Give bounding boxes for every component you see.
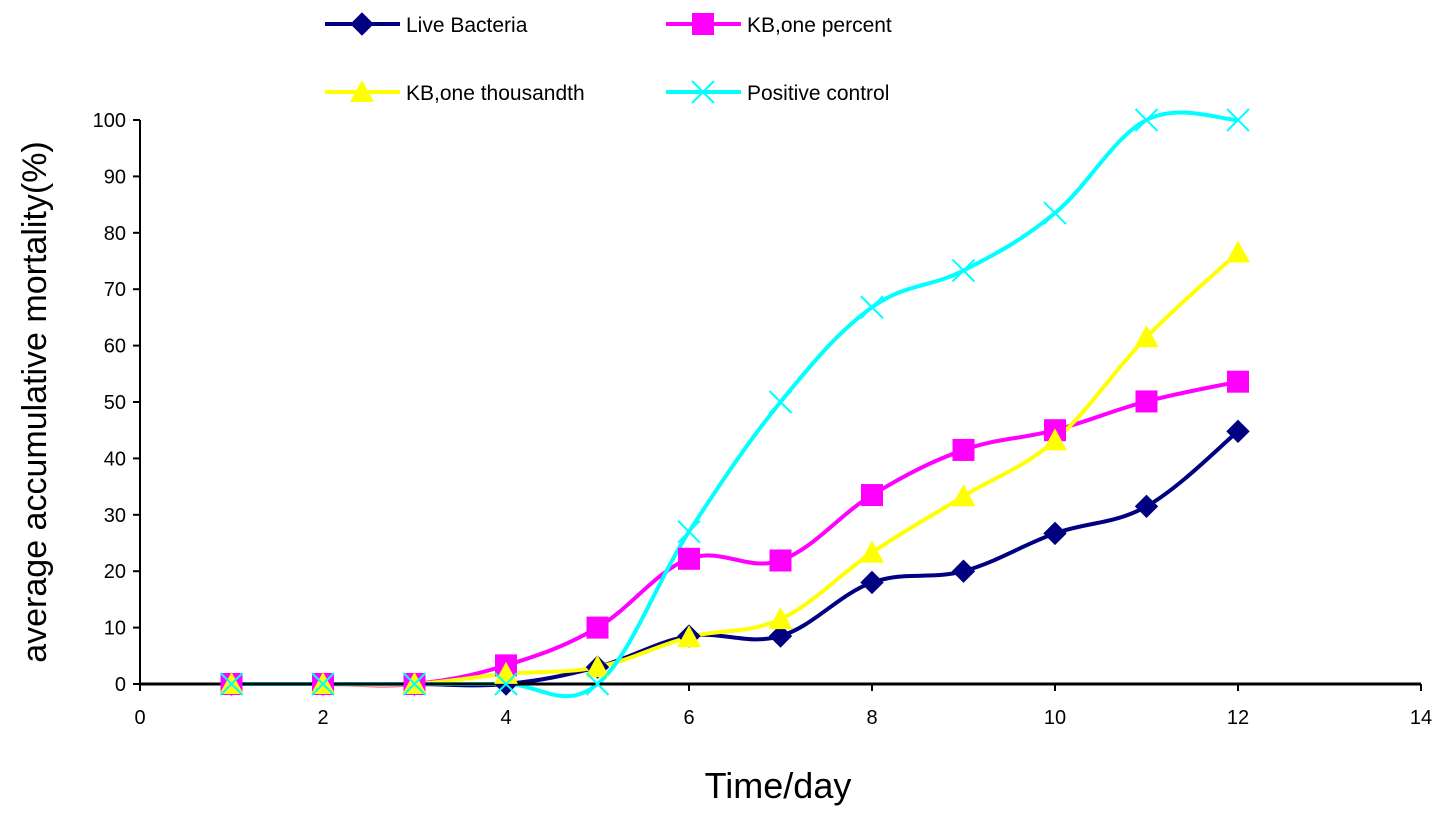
data-point xyxy=(1226,240,1250,263)
x-tick-label: 8 xyxy=(866,707,877,729)
data-point xyxy=(585,655,610,678)
y-tick-label: 30 xyxy=(104,505,126,527)
legend-entry: Live Bacteria xyxy=(325,12,528,37)
data-point xyxy=(677,520,701,544)
data-point xyxy=(402,672,427,696)
data-point xyxy=(1134,325,1159,348)
data-point xyxy=(219,672,244,696)
data-point xyxy=(1043,428,1067,451)
legend-label: KB,one percent xyxy=(747,14,892,37)
y-axis-title: average accumulative mortality(%) xyxy=(16,141,54,663)
x-tick-label: 0 xyxy=(134,707,145,729)
y-tick-label: 90 xyxy=(104,166,126,188)
legend-entry: Positive control xyxy=(666,80,889,105)
data-point xyxy=(768,390,793,414)
data-point xyxy=(678,547,700,570)
y-tick-label: 10 xyxy=(104,618,126,640)
data-point xyxy=(1134,494,1159,519)
data-point xyxy=(952,438,975,461)
y-tick-label: 100 xyxy=(93,110,126,132)
data-point xyxy=(586,616,609,639)
data-point xyxy=(768,624,793,648)
data-point xyxy=(1134,108,1159,132)
data-point xyxy=(1226,108,1250,132)
y-tick-label: 0 xyxy=(115,674,126,696)
y-tick-label: 80 xyxy=(104,223,126,245)
legend-label: Positive control xyxy=(747,82,889,105)
x-tick-label: 10 xyxy=(1044,707,1066,729)
series-lines xyxy=(231,110,1240,699)
data-point xyxy=(860,540,884,563)
data-point xyxy=(860,295,884,319)
y-tick-label: 60 xyxy=(104,336,126,358)
legend-label: KB,one thousandth xyxy=(406,82,585,105)
y-tick-label: 40 xyxy=(104,448,126,470)
series-line-3 xyxy=(231,251,1240,687)
axes: 0 10 20 30 40 50 60 70 80 90 100 0 2 4 6 8 10 12 14 xyxy=(93,110,1433,729)
data-point xyxy=(1043,201,1067,225)
x-tick-label: 14 xyxy=(1410,707,1432,729)
series-line-2 xyxy=(231,379,1239,688)
x-axis-title: Time/day xyxy=(705,765,852,806)
legend-label: Live Bacteria xyxy=(406,14,528,37)
data-point xyxy=(1135,390,1158,413)
y-tick-label: 70 xyxy=(104,279,126,301)
x-tick-label: 6 xyxy=(683,707,694,729)
data-point xyxy=(951,484,976,507)
data-point xyxy=(951,559,976,583)
data-point xyxy=(311,672,335,696)
legend-marker xyxy=(692,13,714,35)
data-point xyxy=(860,570,884,595)
legend-marker xyxy=(350,12,374,36)
data-point xyxy=(768,607,793,630)
data-point xyxy=(1043,521,1067,546)
data-point xyxy=(769,549,792,572)
data-point xyxy=(1227,370,1249,393)
data-point xyxy=(494,672,518,696)
legend-marker xyxy=(691,80,715,104)
x-tick-label: 4 xyxy=(500,707,511,729)
series-markers xyxy=(219,108,1250,696)
x-tick-label: 2 xyxy=(317,707,328,729)
data-point xyxy=(677,625,701,648)
data-point xyxy=(861,484,883,507)
data-point xyxy=(585,672,610,696)
legend-entry: KB,one thousandth xyxy=(325,80,585,105)
legend: Live Bacteria KB,one percent KB,one thousa… xyxy=(325,12,892,105)
data-point xyxy=(951,258,976,283)
legend-marker xyxy=(350,80,374,102)
legend-entry: KB,one percent xyxy=(666,13,892,37)
y-tick-label: 50 xyxy=(104,392,126,414)
y-tick-label: 20 xyxy=(104,561,126,583)
x-tick-label: 12 xyxy=(1227,707,1249,729)
data-point xyxy=(1226,419,1250,444)
